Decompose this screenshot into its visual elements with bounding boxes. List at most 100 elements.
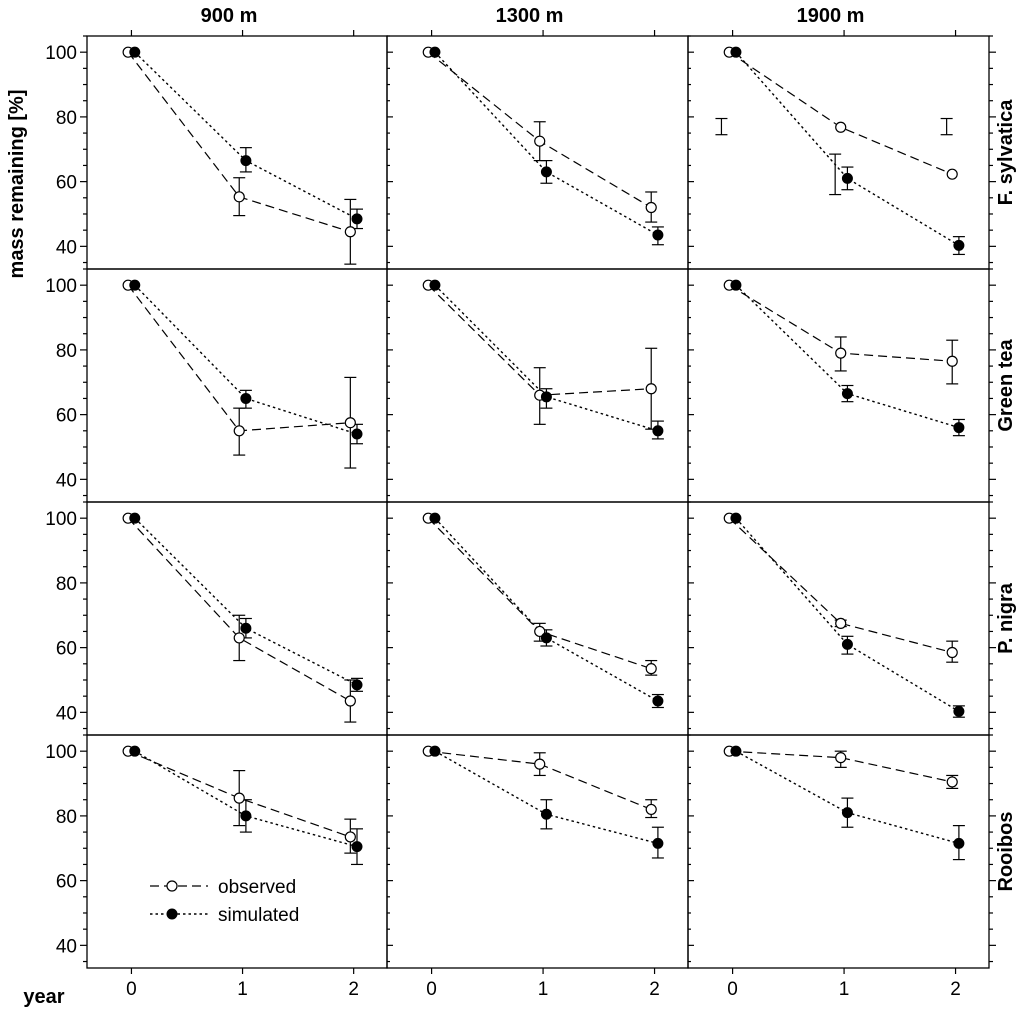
simulated-series-line	[434, 517, 659, 702]
column-header: 900 m	[201, 5, 258, 27]
observed-point	[645, 383, 657, 395]
x-tick-label: 2	[950, 979, 961, 1000]
simulated-point	[652, 695, 664, 707]
x-tick-label: 1	[839, 979, 850, 1000]
y-tick-label: 80	[56, 807, 77, 828]
simulated-point	[540, 166, 552, 178]
y-tick-label: 80	[56, 341, 77, 362]
simulated-point	[129, 46, 141, 58]
x-tick-label: 0	[727, 979, 738, 1000]
panel-frame	[386, 501, 689, 736]
simulated-series-line	[735, 750, 960, 845]
y-tick-label: 60	[56, 406, 77, 427]
panel-frame	[386, 35, 689, 270]
simulated-point	[730, 745, 742, 757]
row-strip-label: Green tea	[995, 338, 1017, 431]
simulated-point	[540, 808, 552, 820]
simulated-point	[953, 705, 965, 717]
simulated-point	[429, 512, 441, 524]
observed-point	[946, 646, 958, 659]
simulated-point	[240, 622, 252, 634]
x-tick-label: 2	[348, 979, 359, 1000]
simulated-series-line	[434, 750, 659, 845]
observed-point	[233, 632, 245, 644]
x-tick-label: 0	[426, 979, 437, 1000]
observed-point	[835, 617, 847, 629]
simulated-point	[841, 172, 853, 184]
simulated-point	[652, 837, 664, 849]
simulated-series-line	[134, 517, 358, 686]
y-tick-label: 100	[45, 509, 77, 530]
observed-point	[233, 425, 245, 437]
simulated-series-line	[735, 517, 960, 712]
simulated-point	[351, 679, 363, 691]
simulated-point	[129, 745, 141, 757]
column-header: 1300 m	[496, 5, 564, 27]
y-tick-label: 80	[56, 574, 77, 595]
observed-point	[233, 191, 245, 203]
observed-point	[835, 752, 847, 764]
simulated-point	[351, 213, 363, 225]
observed-point	[835, 347, 847, 359]
x-tick-label: 0	[126, 979, 137, 1000]
observed-point	[534, 135, 546, 147]
y-tick-label: 80	[56, 108, 77, 129]
simulated-point	[730, 279, 742, 291]
row-strip-label: Rooibos	[995, 812, 1017, 892]
observed-point	[344, 417, 356, 429]
simulated-point	[351, 841, 363, 853]
observed-point	[344, 226, 356, 238]
observed-point	[835, 121, 847, 133]
observed-point	[534, 625, 546, 638]
x-tick-label: 1	[237, 979, 248, 1000]
observed-series-line	[728, 51, 953, 175]
y-axis-title: mass remaining [%]	[6, 90, 28, 279]
panel-frame	[687, 35, 990, 270]
y-tick-label: 100	[45, 43, 77, 64]
panel-frame	[687, 734, 990, 969]
simulated-point	[129, 279, 141, 291]
legend-observed-marker	[166, 880, 178, 892]
simulated-point	[540, 391, 552, 403]
simulated-point	[953, 239, 965, 251]
observed-point	[233, 792, 245, 804]
y-tick-label: 60	[56, 639, 77, 660]
x-axis-title: year	[23, 986, 64, 1008]
observed-point	[946, 355, 958, 367]
observed-point	[946, 168, 958, 180]
simulated-series-line	[735, 284, 960, 429]
simulated-series-line	[434, 51, 659, 236]
simulated-point	[540, 632, 552, 644]
observed-point	[344, 831, 356, 843]
simulated-point	[730, 512, 742, 524]
observed-point	[645, 803, 657, 816]
simulated-point	[953, 837, 965, 849]
observed-point	[534, 758, 546, 770]
row-strip-label: F. sylvatica	[995, 99, 1017, 206]
simulated-series-line	[134, 51, 358, 220]
y-tick-label: 60	[56, 872, 77, 893]
observed-series-line	[427, 517, 652, 670]
column-header: 1900 m	[797, 5, 865, 27]
simulated-point	[841, 807, 853, 819]
simulated-point	[841, 638, 853, 650]
simulated-point	[429, 46, 441, 58]
simulated-point	[730, 46, 742, 58]
y-tick-label: 100	[45, 742, 77, 763]
legend-simulated-label: simulated	[218, 905, 299, 926]
panel-frame	[86, 734, 388, 969]
y-tick-label: 100	[45, 276, 77, 297]
observed-series-line	[127, 517, 351, 702]
observed-series-line	[728, 517, 953, 654]
x-tick-label: 2	[649, 979, 660, 1000]
simulated-point	[240, 392, 252, 404]
y-tick-label: 40	[56, 703, 77, 724]
simulated-series-line	[735, 51, 960, 246]
panel-frame	[386, 268, 689, 503]
simulated-point	[953, 422, 965, 434]
simulated-point	[351, 428, 363, 440]
simulated-point	[652, 229, 664, 241]
simulated-point	[652, 425, 664, 437]
y-tick-label: 40	[56, 237, 77, 258]
